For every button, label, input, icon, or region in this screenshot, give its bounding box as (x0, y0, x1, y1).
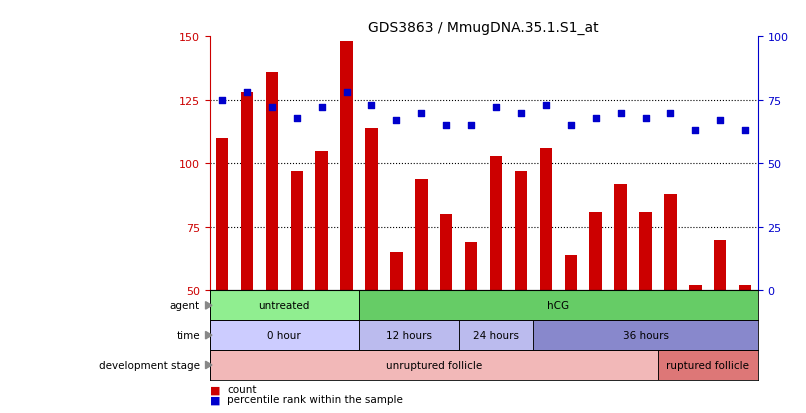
Point (340, 90, 353, 96)
Bar (210, 320, 359, 350)
Text: development stage: development stage (99, 360, 200, 370)
Bar (459, 320, 534, 350)
Bar (714, 240, 726, 291)
Bar (614, 184, 627, 291)
Point (415, 110, 428, 116)
Bar (315, 151, 328, 291)
Bar (534, 320, 758, 350)
Bar (359, 291, 758, 320)
Bar (266, 73, 278, 291)
Point (440, 123, 453, 129)
Bar (390, 253, 403, 291)
Point (564, 123, 577, 129)
Point (689, 128, 702, 134)
Point (664, 110, 677, 116)
Point (215, 97, 228, 104)
Bar (589, 212, 602, 291)
Text: ■: ■ (210, 385, 220, 394)
Bar (210, 291, 359, 320)
Bar (658, 350, 758, 380)
Bar (216, 139, 228, 291)
Text: 0 hour: 0 hour (268, 330, 301, 340)
Bar (639, 212, 652, 291)
Bar (440, 215, 452, 291)
Bar (365, 128, 378, 291)
Point (489, 105, 502, 112)
Point (714, 118, 727, 124)
Point (639, 115, 652, 121)
Text: ■: ■ (210, 394, 220, 404)
Point (240, 90, 253, 96)
Text: 12 hours: 12 hours (386, 330, 432, 340)
Title: GDS3863 / MmugDNA.35.1.S1_at: GDS3863 / MmugDNA.35.1.S1_at (368, 21, 599, 35)
Point (290, 115, 303, 121)
Point (539, 102, 552, 109)
Bar (290, 171, 303, 291)
Text: time: time (177, 330, 200, 340)
Bar (465, 242, 477, 291)
Text: agent: agent (170, 301, 200, 311)
Text: unruptured follicle: unruptured follicle (385, 360, 482, 370)
Bar (241, 93, 253, 291)
Text: percentile rank within the sample: percentile rank within the sample (227, 394, 403, 404)
Text: count: count (227, 385, 257, 394)
Bar (689, 286, 701, 291)
Bar (564, 255, 577, 291)
Bar (210, 350, 658, 380)
Text: ruptured follicle: ruptured follicle (667, 360, 750, 370)
Text: 24 hours: 24 hours (473, 330, 519, 340)
Point (390, 118, 403, 124)
Point (514, 110, 527, 116)
Point (589, 115, 602, 121)
Bar (359, 320, 459, 350)
Bar (664, 195, 677, 291)
Point (614, 110, 627, 116)
Point (465, 123, 478, 129)
Bar (739, 286, 751, 291)
Point (739, 128, 752, 134)
Text: 36 hours: 36 hours (622, 330, 668, 340)
Bar (340, 42, 353, 291)
Point (365, 102, 378, 109)
Point (315, 105, 328, 112)
Bar (515, 171, 527, 291)
Bar (540, 149, 552, 291)
Point (265, 105, 278, 112)
Text: untreated: untreated (259, 301, 310, 311)
Bar (490, 157, 502, 291)
Bar (415, 179, 427, 291)
Text: hCG: hCG (547, 301, 569, 311)
